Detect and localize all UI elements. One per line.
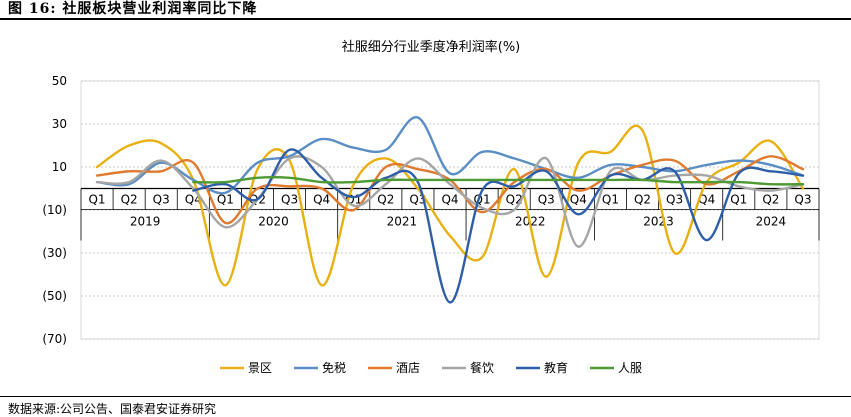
x-tick-label: Q2 — [121, 193, 138, 207]
legend-label: 教育 — [544, 360, 568, 375]
figure-title: 图 16: 社服板块营业利润率同比下降 — [8, 1, 258, 17]
y-tick-label: (30) — [42, 246, 67, 260]
x-tick-label: Q3 — [281, 193, 298, 207]
year-label: 2024 — [756, 215, 787, 229]
year-label: 2023 — [643, 215, 674, 229]
legend-label: 酒店 — [396, 361, 420, 375]
series-line-6 — [192, 176, 805, 186]
y-tick-label: 30 — [52, 117, 67, 131]
x-tick-label: Q3 — [794, 193, 811, 207]
x-tick-label: Q2 — [762, 193, 779, 207]
legend-label: 免税 — [322, 360, 346, 375]
line-chart: 社服细分行业季度净利润率(%) 50 30 10 (10) (30) (50) (70) Q… — [42, 39, 820, 375]
x-tick-label: Q4 — [313, 193, 330, 207]
legend-label: 人服 — [618, 361, 642, 375]
year-label: 2019 — [130, 215, 161, 229]
source-note: 数据来源:公司公告、国泰君安证券研究 — [8, 402, 217, 416]
x-tick-label: Q4 — [441, 193, 458, 207]
top-rule — [0, 18, 851, 20]
y-tick-label: 10 — [52, 160, 67, 174]
x-tick-label: Q1 — [88, 193, 105, 207]
y-axis-ticks: 50 30 10 (10) (30) (50) (70) — [42, 74, 67, 346]
y-tick-label: 50 — [52, 74, 67, 88]
x-tick-label: Q3 — [153, 193, 170, 207]
x-tick-label: Q2 — [634, 193, 651, 207]
y-tick-label: (10) — [42, 203, 67, 217]
x-tick-label: Q1 — [217, 193, 234, 207]
x-tick-label: Q3 — [538, 193, 555, 207]
year-label: 2020 — [258, 215, 289, 229]
chart-title: 社服细分行业季度净利润率(%) — [342, 39, 521, 55]
series-line-4 — [95, 155, 805, 248]
x-tick-label: Q2 — [377, 193, 394, 207]
series-line-1 — [95, 124, 805, 287]
series-lines — [95, 116, 805, 304]
x-tick-label: Q4 — [698, 193, 715, 207]
x-tick-label: Q3 — [666, 193, 683, 207]
legend-label: 餐饮 — [470, 360, 494, 375]
x-tick-label: Q1 — [730, 193, 747, 207]
year-label: 2021 — [387, 215, 418, 229]
series-line-5 — [192, 148, 805, 304]
series-line-2 — [95, 116, 805, 195]
legend-label: 景区 — [248, 361, 272, 375]
gridlines — [81, 80, 819, 340]
y-tick-label: (50) — [42, 289, 67, 303]
x-tick-label: Q1 — [602, 193, 619, 207]
legend: 景区 免税 酒店 餐饮 教育 人服 — [220, 360, 642, 375]
bottom-rule — [0, 396, 851, 397]
x-tick-label: Q4 — [570, 193, 587, 207]
y-tick-label: (70) — [42, 332, 67, 346]
